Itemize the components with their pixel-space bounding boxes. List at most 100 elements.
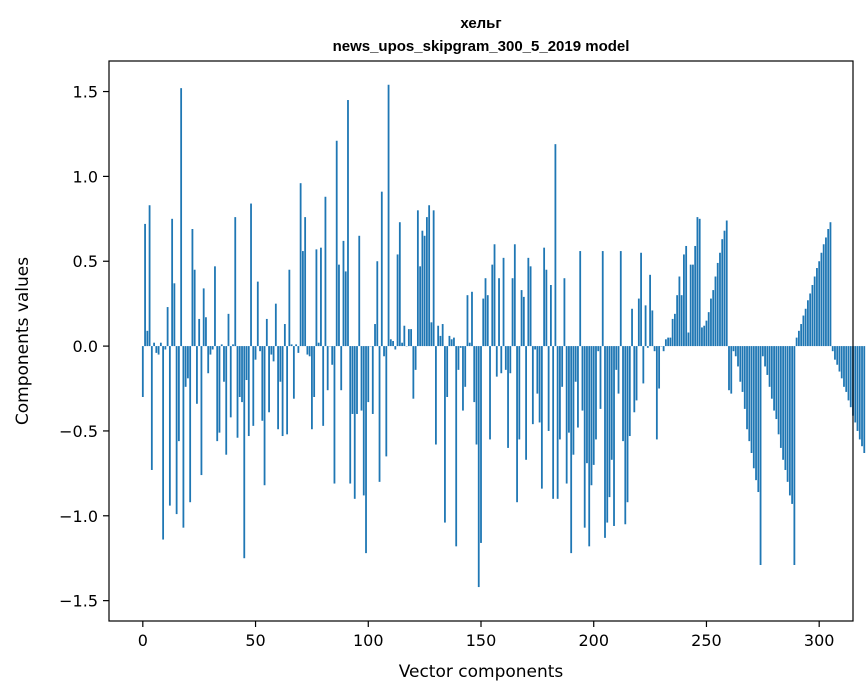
bar-192 (574, 346, 577, 382)
bar-114 (398, 222, 401, 347)
bar-122 (416, 210, 419, 347)
bar-100 (367, 346, 370, 403)
x-tick-label: 250 (691, 631, 722, 650)
bar-62 (281, 346, 284, 437)
bar-143 (464, 346, 467, 387)
bar-69 (297, 346, 300, 353)
x-tick-label: 300 (804, 631, 835, 650)
bar-168 (520, 290, 523, 347)
bar-146 (471, 291, 473, 347)
bar-125 (423, 235, 426, 347)
bar-285 (784, 346, 787, 470)
bar-162 (507, 346, 509, 448)
bar-79 (320, 247, 322, 347)
bar-16 (177, 346, 180, 442)
bar-103 (374, 324, 376, 347)
bar-205 (604, 346, 606, 538)
bar-178 (543, 247, 546, 347)
bar-75 (311, 346, 313, 430)
bar-241 (685, 245, 688, 347)
bar-318 (858, 346, 861, 440)
y-tick-label: 1.5 (73, 83, 98, 102)
bar-154 (489, 346, 491, 440)
bar-87 (338, 264, 340, 347)
bar-206 (606, 346, 609, 523)
bar-297 (811, 285, 814, 347)
bar-15 (175, 346, 178, 515)
bar-229 (658, 346, 661, 389)
bar-213 (622, 346, 624, 442)
bar-312 (845, 346, 848, 392)
bar-90 (344, 271, 347, 347)
bar-270 (750, 346, 753, 453)
bar-45 (243, 346, 246, 559)
bar-132 (439, 335, 442, 347)
bar-217 (631, 308, 633, 347)
bar-183 (554, 144, 557, 347)
bar-239 (680, 295, 683, 347)
bar-184 (556, 346, 559, 499)
bar-277 (766, 346, 769, 375)
bar-283 (779, 346, 782, 448)
bar-287 (788, 346, 791, 496)
bar-89 (342, 240, 345, 347)
bar-20 (187, 346, 189, 379)
bar-305 (829, 222, 832, 347)
bar-84 (331, 346, 334, 365)
bar-200 (592, 346, 595, 465)
bar-188 (565, 346, 568, 484)
bar-133 (441, 324, 444, 347)
bar-64 (286, 346, 289, 435)
bar-311 (843, 346, 845, 387)
bar-22 (191, 229, 194, 347)
bars-group (141, 84, 866, 588)
bar-59 (274, 303, 277, 347)
y-tick-label: −1.5 (59, 592, 98, 611)
bar-5 (153, 342, 155, 347)
bar-141 (459, 346, 462, 348)
bar-210 (615, 346, 618, 370)
bar-164 (511, 278, 514, 347)
bar-61 (279, 346, 282, 382)
bar-215 (626, 346, 629, 503)
bar-250 (705, 320, 708, 347)
bar-156 (493, 244, 496, 347)
bar-207 (608, 346, 611, 498)
x-tick-label: 150 (466, 631, 497, 650)
bar-31 (211, 346, 214, 350)
bar-65 (288, 269, 291, 347)
chart-title: хельг (460, 15, 501, 32)
bar-111 (392, 341, 394, 347)
bar-300 (818, 261, 821, 347)
bar-153 (486, 295, 489, 347)
bar-10 (164, 346, 167, 350)
bar-110 (389, 339, 392, 347)
bar-67 (292, 346, 295, 399)
bar-242 (687, 332, 690, 347)
bar-80 (322, 346, 325, 426)
bar-28 (205, 317, 207, 347)
bar-245 (694, 245, 697, 347)
bar-2 (146, 330, 149, 347)
bar-171 (527, 257, 530, 347)
bar-232 (664, 339, 667, 347)
bar-227 (653, 346, 656, 352)
bar-265 (739, 346, 742, 382)
bar-289 (793, 346, 796, 565)
bar-106 (380, 191, 383, 347)
bar-1 (144, 223, 146, 347)
bar-234 (669, 337, 672, 347)
bar-258 (723, 230, 726, 347)
bar-66 (290, 344, 293, 347)
bar-308 (836, 346, 839, 365)
bar-293 (802, 315, 805, 347)
bar-309 (838, 346, 841, 372)
bar-113 (396, 254, 399, 347)
bar-58 (272, 346, 275, 362)
bar-137 (450, 339, 453, 347)
bar-201 (595, 346, 597, 440)
bar-158 (498, 278, 500, 347)
bar-224 (646, 346, 649, 348)
bar-228 (655, 346, 658, 440)
bar-24 (196, 346, 198, 404)
